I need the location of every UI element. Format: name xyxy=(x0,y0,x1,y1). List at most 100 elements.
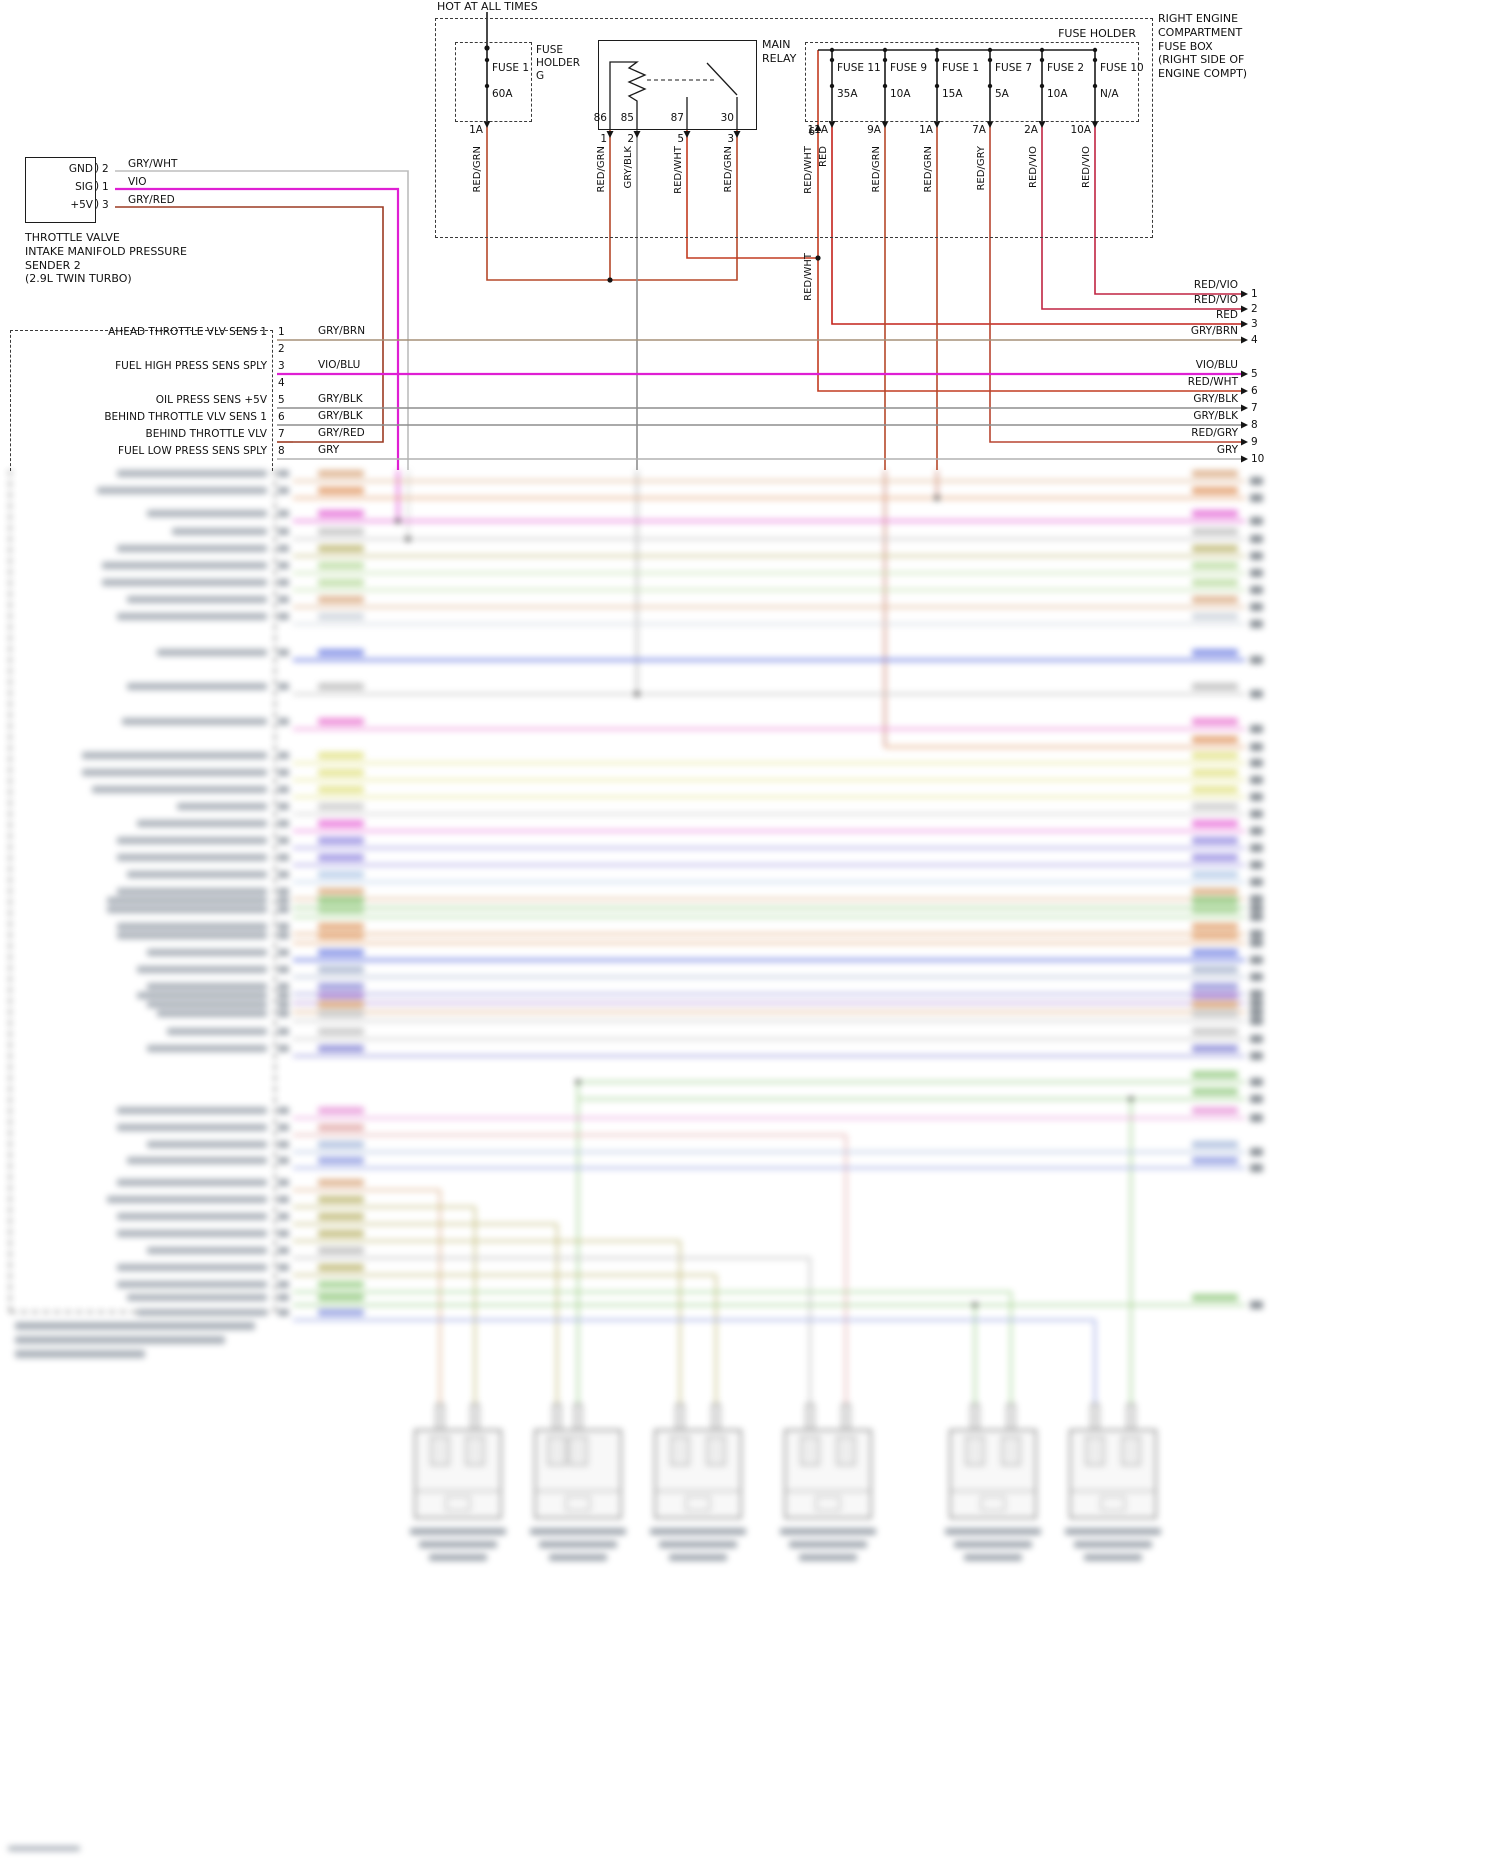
blurred-text xyxy=(1192,992,1238,999)
fuse-amp: N/A xyxy=(1100,88,1119,100)
engine-compartment-fuse-box-label: RIGHT ENGINE COMPARTMENT FUSE BOX (RIGHT… xyxy=(1158,12,1248,80)
blurred-text xyxy=(1192,579,1238,586)
fuse-name: FUSE 1 xyxy=(942,62,980,74)
connector-wire-color: GRY xyxy=(318,444,340,456)
blurred-text xyxy=(15,1350,145,1358)
blurred-text xyxy=(1250,743,1263,751)
blurred-text xyxy=(318,897,364,904)
blurred-text xyxy=(1192,1045,1238,1052)
connector-pin-number: 3 xyxy=(278,360,285,372)
track-wire-color: GRY xyxy=(1216,444,1238,456)
connector-wire-color: VIO/BLU xyxy=(318,359,361,371)
fuse-pin-number: 11A xyxy=(807,124,828,136)
hot-at-all-times-box xyxy=(435,18,1153,238)
blurred-text xyxy=(278,752,289,759)
blurred-text xyxy=(117,888,267,895)
arrowhead xyxy=(881,121,889,128)
blurred-text xyxy=(318,871,364,878)
fuse-pin-number: 9A xyxy=(867,124,881,136)
arrowhead xyxy=(1241,370,1248,378)
blurred-text xyxy=(278,966,289,973)
blurred-text xyxy=(117,470,267,477)
connector-row-label: BEHIND THROTTLE VLV SENS 1 xyxy=(104,411,267,423)
blurred-text xyxy=(1250,844,1263,852)
fuse-pin-number: 2A xyxy=(1024,124,1038,136)
connector-keyway xyxy=(565,1496,591,1511)
wire xyxy=(115,170,409,470)
component-connector-body xyxy=(949,1429,1037,1519)
blurred-text xyxy=(318,562,364,569)
relay-wire-color: RED/GRN xyxy=(723,146,734,193)
blurred-text xyxy=(278,923,289,930)
blurred-text xyxy=(1250,1078,1263,1086)
connector-row-label: FUEL HIGH PRESS SENS SPLY xyxy=(115,360,267,372)
blurred-text xyxy=(669,1554,727,1561)
blurred-text xyxy=(117,932,267,939)
blurred-text xyxy=(1192,837,1238,844)
blurred-text xyxy=(1084,1554,1142,1561)
blurred-text xyxy=(137,1309,267,1316)
fuse-pin-number: 1A xyxy=(919,124,933,136)
blurred-text xyxy=(1250,494,1263,502)
junction-dot xyxy=(1092,83,1098,89)
blurred-text xyxy=(278,683,289,690)
connector-pin xyxy=(1126,1403,1136,1431)
blurred-text xyxy=(137,966,267,973)
arrowhead xyxy=(986,121,994,128)
arrowhead xyxy=(733,131,741,138)
connector-wire-color: GRY/BLK xyxy=(318,393,363,405)
relay-wire-number: 2 xyxy=(627,133,634,145)
blurred-text xyxy=(278,487,289,494)
track-wire-color: RED/VIO xyxy=(1193,294,1238,306)
blurred-text xyxy=(1250,973,1263,981)
blurred-text xyxy=(137,820,267,827)
blurred-text xyxy=(278,786,289,793)
sender-wire-color: GRY/RED xyxy=(128,194,175,206)
blurred-text xyxy=(167,1028,267,1035)
blurred-text xyxy=(278,1196,289,1203)
blurred-text xyxy=(318,949,364,956)
blurred-text xyxy=(318,906,364,913)
blurred-text xyxy=(278,1294,289,1301)
arrowhead xyxy=(683,131,691,138)
sender-wire-color: VIO xyxy=(128,176,147,188)
blurred-text xyxy=(964,1554,1022,1561)
feed-pin-number: 6 xyxy=(808,126,815,138)
blurred-text xyxy=(278,820,289,827)
blurred-text xyxy=(1250,477,1263,485)
arrowhead xyxy=(1241,290,1248,298)
arrowhead xyxy=(1241,404,1248,412)
connector-slot xyxy=(547,1436,567,1466)
blurred-text xyxy=(318,752,364,759)
blurred-text xyxy=(278,1213,289,1220)
wire xyxy=(817,50,1245,392)
blurred-text xyxy=(1250,690,1263,698)
arrowhead xyxy=(1241,455,1248,463)
blurred-text xyxy=(318,983,364,990)
junction-dot xyxy=(829,83,835,89)
blurred-text xyxy=(318,923,364,930)
blurred-text xyxy=(1250,569,1263,577)
blurred-text xyxy=(278,1028,289,1035)
blurred-text xyxy=(1192,613,1238,620)
sender-pin-number: 2 xyxy=(102,163,109,175)
blurred-text xyxy=(1250,620,1263,628)
blurred-text xyxy=(127,1157,267,1164)
blurred-text xyxy=(278,510,289,517)
track-wire-color: RED/WHT xyxy=(1187,376,1238,388)
blurred-text xyxy=(1250,1008,1263,1016)
blurred-text xyxy=(1250,1035,1263,1043)
relay-wire-color: RED/WHT xyxy=(673,146,684,194)
blurred-text xyxy=(1250,535,1263,543)
connector-slot xyxy=(1121,1436,1141,1466)
blurred-text xyxy=(1250,939,1263,947)
blurred-text xyxy=(278,1001,289,1008)
blurred-text xyxy=(945,1528,1041,1535)
arrowhead xyxy=(633,131,641,138)
connector-slot xyxy=(430,1436,450,1466)
blurred-text xyxy=(82,752,267,759)
blurred-text xyxy=(117,545,267,552)
relay-pin-number: 85 xyxy=(620,112,634,124)
junction-dot xyxy=(882,57,888,63)
blurred-text xyxy=(650,1528,746,1535)
